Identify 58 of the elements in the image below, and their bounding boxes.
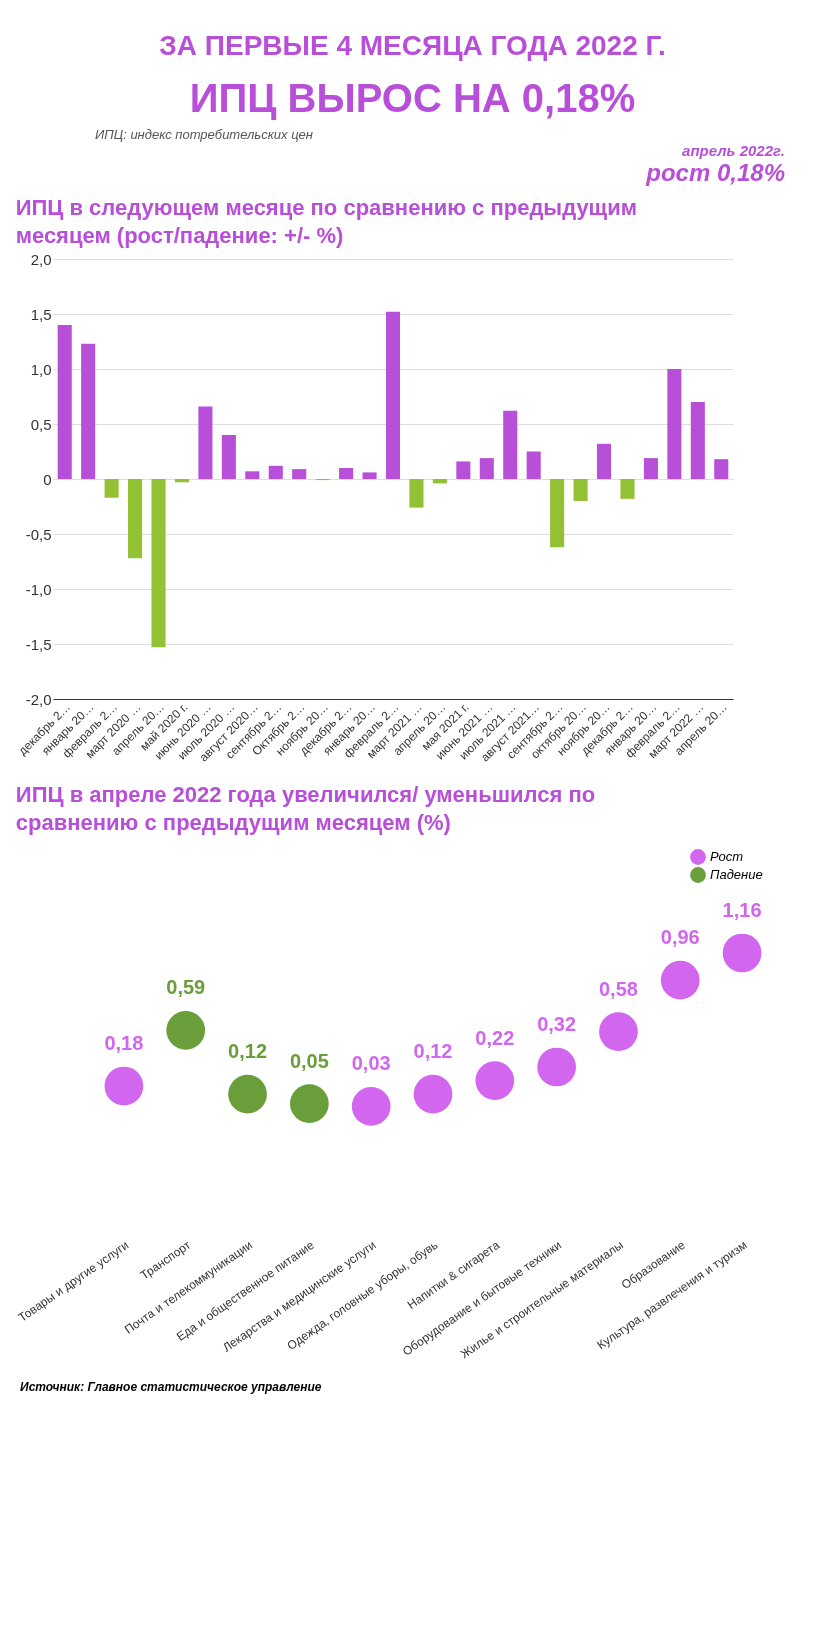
bar <box>550 479 565 548</box>
y-tick-label: 2,0 <box>30 250 52 268</box>
text: ИПЦ: индекс потребительских цен <box>94 127 314 142</box>
data-label: 1,16 <box>722 899 762 921</box>
bar <box>620 479 635 499</box>
bar <box>432 479 447 484</box>
data-label: 0,03 <box>351 1052 391 1075</box>
bar <box>57 325 72 479</box>
y-tick-label: 1,5 <box>30 305 52 323</box>
bar <box>174 479 189 483</box>
data-label: 0,58 <box>598 977 638 1000</box>
text: рост 0,18% <box>644 159 786 187</box>
chart-title: ИПЦ в следующем месяце по сравнению с предыдущим месяцем (рост/падение: +/- %) <box>15 195 637 248</box>
data-label: 0,22 <box>475 1026 515 1049</box>
bar <box>198 406 213 479</box>
text: ИПЦ в апреле 2022 года увеличился/ уменьшился по сравнению с предыдущим месяцем (%) <box>15 782 596 835</box>
bar <box>526 451 541 479</box>
y-tick-label: -2,0 <box>25 690 52 708</box>
bar <box>245 471 260 479</box>
bar <box>339 468 354 479</box>
bar <box>643 458 658 479</box>
bar <box>690 402 705 479</box>
bar <box>104 479 119 498</box>
bar <box>597 443 612 479</box>
y-tick-label: 0,5 <box>30 415 52 433</box>
text: апрель 2022г. <box>681 142 786 159</box>
bar <box>151 479 166 648</box>
y-tick-label: 1,0 <box>30 360 52 378</box>
y-tick-label: 0 <box>43 470 52 488</box>
legend-label: Рост <box>710 849 744 864</box>
bar <box>667 369 682 479</box>
data-label: 0,12 <box>228 1040 268 1063</box>
text: ЗА ПЕРВЫЕ 4 МЕСЯЦА ГОДА 2022 Г. <box>158 30 667 62</box>
legend-label: Падение <box>710 867 763 882</box>
text: ИПЦ ВЫРОС НА 0,18% <box>188 76 637 121</box>
bar <box>292 469 307 479</box>
bar <box>128 479 143 559</box>
y-tick-label: -1,5 <box>25 635 52 653</box>
bar <box>409 479 424 508</box>
bar <box>81 343 96 479</box>
data-label: 0,18 <box>104 1032 144 1054</box>
bar <box>456 461 471 479</box>
text: Источник: Главное статистическое управление <box>19 1379 323 1396</box>
y-tick-label: -1,0 <box>25 580 52 598</box>
data-label: 0,59 <box>166 976 206 999</box>
bar <box>268 465 283 479</box>
bar <box>362 472 377 479</box>
data-label: 0,96 <box>660 926 700 949</box>
y-tick-label: -0,5 <box>25 525 52 543</box>
bar <box>573 479 588 501</box>
data-label: 0,05 <box>289 1049 329 1072</box>
bar <box>479 458 494 479</box>
bar <box>714 459 729 479</box>
bar <box>503 410 518 479</box>
data-label: 0,32 <box>537 1013 577 1035</box>
bar <box>385 311 401 479</box>
data-label: 0,12 <box>413 1040 453 1063</box>
bar <box>221 435 236 479</box>
